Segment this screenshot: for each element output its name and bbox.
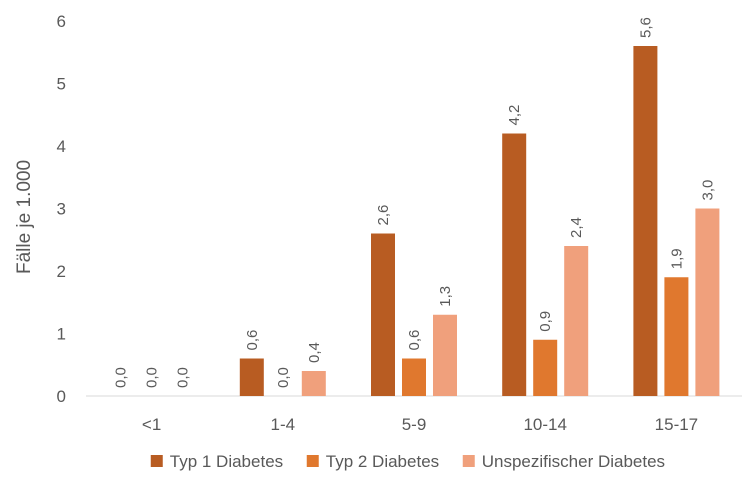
y-tick-label: 4	[57, 137, 66, 156]
legend-label: Typ 1 Diabetes	[170, 452, 283, 471]
data-label: 0,0	[275, 367, 292, 388]
legend-swatch	[462, 455, 475, 467]
bars	[239, 46, 720, 396]
data-label: 0,0	[144, 367, 161, 388]
data-label: 1,9	[668, 248, 685, 269]
data-label: 3,0	[699, 180, 716, 201]
data-label: 0,6	[406, 330, 423, 351]
legend: Typ 1 Diabetes Typ 2 Diabetes Unspezifisch…	[150, 452, 665, 471]
bar	[239, 358, 264, 396]
y-tick-label: 5	[57, 75, 66, 94]
legend-label: Unspezifischer Diabetes	[482, 452, 665, 471]
data-label: 2,4	[568, 217, 585, 238]
bar	[564, 246, 589, 396]
y-tick-label: 1	[57, 325, 66, 344]
data-label: 2,6	[375, 205, 392, 226]
data-label: 5,6	[637, 17, 654, 38]
data-label: 0,0	[175, 367, 192, 388]
x-axis-ticks: <1 1-4 5-9 10-14 15-17	[142, 415, 698, 434]
y-axis-title: Fälle je 1.000	[14, 160, 35, 274]
y-tick-label: 6	[57, 12, 66, 31]
y-tick-label: 2	[57, 262, 66, 281]
x-tick-label: 15-17	[655, 415, 698, 434]
y-axis-ticks: 0 1 2 3 4 5 6	[57, 12, 66, 406]
data-label: 0,9	[537, 311, 554, 332]
data-label: 4,2	[506, 105, 523, 126]
bar	[402, 358, 426, 396]
bar	[533, 339, 558, 396]
x-tick-label: 10-14	[523, 415, 566, 434]
data-label: 0,6	[244, 330, 261, 351]
x-tick-label: <1	[142, 415, 161, 434]
data-label: 0,0	[113, 367, 130, 388]
bar	[433, 314, 457, 396]
bar	[301, 371, 326, 396]
bar	[633, 46, 658, 396]
data-label: 0,4	[306, 342, 323, 363]
y-tick-label: 0	[57, 387, 66, 406]
bar	[502, 133, 527, 396]
x-tick-label: 5-9	[402, 415, 427, 434]
legend-swatch	[150, 455, 163, 467]
legend-label: Typ 2 Diabetes	[326, 452, 439, 471]
data-labels: 0,0 0,0 0,0 0,6 0,0 0,4 2,6 0,6 1,3 4,2 0,9 2,4 5,6 1…	[113, 17, 717, 388]
legend-swatch	[306, 455, 319, 467]
bar	[695, 208, 720, 396]
x-tick-label: 1-4	[271, 415, 296, 434]
bar	[664, 277, 689, 396]
y-tick-label: 3	[57, 200, 66, 219]
data-label: 1,3	[437, 286, 454, 307]
bar	[371, 233, 395, 396]
